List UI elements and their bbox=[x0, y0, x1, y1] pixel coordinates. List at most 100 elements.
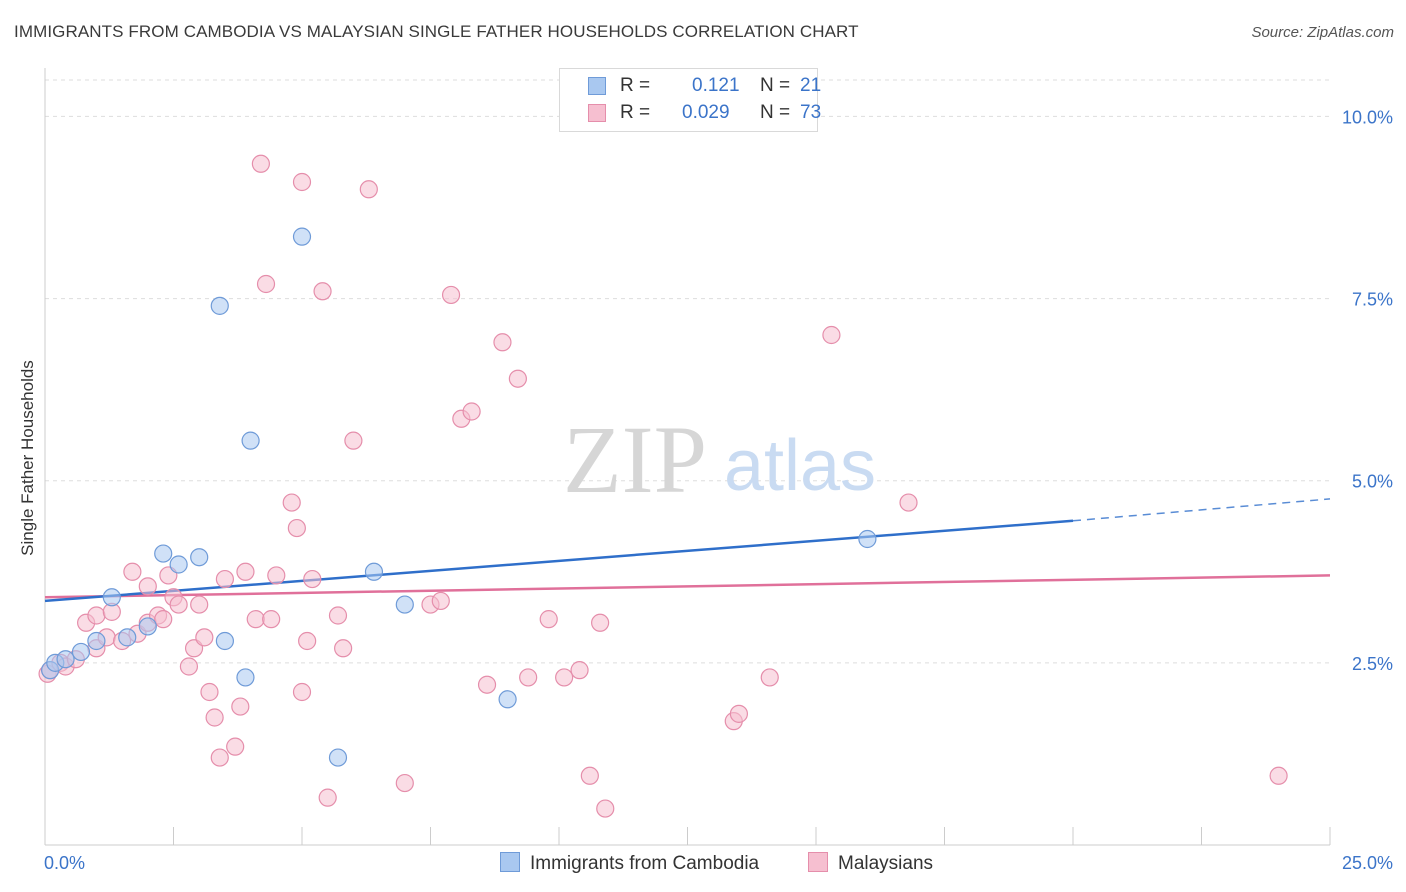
malaysians-point bbox=[493, 333, 512, 352]
malaysians-point bbox=[441, 285, 461, 305]
legend-r-value: 0.121 bbox=[692, 75, 740, 96]
malaysians-point bbox=[169, 595, 188, 614]
cambodia-point bbox=[241, 431, 260, 450]
malaysians-point bbox=[226, 737, 245, 756]
legend-r-key: R = bbox=[620, 75, 651, 96]
malaysians-point bbox=[313, 282, 332, 301]
cambodia-trend-line bbox=[44, 519, 1074, 603]
malaysians-point bbox=[359, 180, 378, 199]
malaysians-point bbox=[344, 431, 363, 450]
legend-swatch-blue bbox=[588, 77, 606, 95]
cambodia-trend-extension bbox=[1072, 498, 1331, 522]
cambodia-point bbox=[215, 631, 234, 651]
legend-swatch-pink bbox=[588, 104, 606, 122]
bottom-legend-label-malaysians: Malaysians bbox=[838, 853, 934, 874]
legend-n-key: N = bbox=[760, 102, 791, 123]
malaysians-point bbox=[760, 668, 779, 687]
malaysians-point bbox=[262, 610, 281, 629]
malaysians-point bbox=[231, 697, 250, 716]
trend-lines bbox=[44, 498, 1331, 603]
malaysians-point bbox=[154, 610, 173, 629]
cambodia-point bbox=[364, 562, 384, 581]
cambodia-point bbox=[154, 544, 173, 563]
watermark: ZIP atlas bbox=[563, 406, 876, 513]
axes bbox=[44, 68, 1331, 846]
malaysians-point bbox=[328, 606, 348, 625]
legend-r-value: 0.029 bbox=[682, 102, 730, 123]
malaysians-point bbox=[200, 682, 219, 702]
malaysians-point bbox=[236, 562, 255, 581]
x-tick-label-min: 0.0% bbox=[44, 853, 85, 873]
cambodia-point bbox=[190, 548, 209, 567]
bottom-legend-malaysians: Malaysians bbox=[808, 852, 933, 875]
tick-labels: 2.5% 5.0% 7.5% 10.0% 0.0% 25.0% bbox=[44, 107, 1393, 873]
malaysians-point bbox=[462, 402, 481, 421]
legend-r-key: R = bbox=[620, 102, 651, 123]
malaysians-point bbox=[251, 154, 270, 173]
watermark-zip: ZIP bbox=[563, 406, 707, 513]
malaysians-point bbox=[287, 518, 306, 538]
malaysians-point bbox=[539, 610, 558, 629]
cambodia-point bbox=[102, 588, 121, 607]
cambodia-point bbox=[236, 668, 255, 687]
malaysians-point bbox=[431, 591, 450, 611]
cambodia-point bbox=[498, 690, 517, 709]
malaysians-point bbox=[292, 172, 312, 192]
bottom-legend-cambodia: Immigrants from Cambodia bbox=[500, 852, 759, 875]
legend-n-value: 21 bbox=[800, 75, 822, 96]
malaysians-point bbox=[87, 606, 106, 625]
cambodia-point bbox=[858, 529, 877, 549]
cambodia-point bbox=[395, 595, 414, 614]
bottom-legend-swatch-blue bbox=[500, 852, 520, 872]
malaysians-point bbox=[580, 766, 599, 785]
y-axis-label: Single Father Households bbox=[18, 360, 37, 556]
malaysians-point bbox=[477, 675, 497, 694]
malaysians-point bbox=[292, 682, 312, 702]
legend-n-value: 73 bbox=[800, 102, 822, 123]
chart-title: IMMIGRANTS FROM CAMBODIA VS MALAYSIAN SI… bbox=[14, 22, 859, 41]
bottom-legend-label-cambodia: Immigrants from Cambodia bbox=[530, 853, 760, 874]
malaysians-point bbox=[596, 799, 615, 818]
malaysians-point bbox=[195, 628, 214, 647]
malaysians-point bbox=[179, 657, 199, 676]
malaysians-point bbox=[508, 369, 527, 388]
malaysians-point bbox=[282, 493, 301, 512]
y-tick-label: 5.0% bbox=[1352, 472, 1393, 492]
malaysians-point bbox=[138, 577, 157, 596]
malaysians-point bbox=[215, 569, 234, 589]
malaysians-point bbox=[570, 661, 589, 680]
malaysians-point bbox=[256, 274, 276, 294]
y-tick-label: 2.5% bbox=[1352, 654, 1393, 674]
legend-n-key: N = bbox=[760, 75, 791, 96]
malaysians-point bbox=[303, 569, 322, 589]
malaysians-point bbox=[318, 788, 337, 807]
cambodia-point bbox=[71, 642, 91, 662]
malaysians-point bbox=[729, 704, 749, 723]
cambodia-point bbox=[56, 650, 75, 669]
cambodia-point bbox=[328, 748, 348, 767]
malaysians-point bbox=[267, 566, 286, 585]
malaysians-point bbox=[210, 748, 229, 767]
malaysians-point bbox=[1269, 766, 1288, 785]
malaysians-trend-line bbox=[44, 574, 1331, 599]
malaysians-point bbox=[555, 668, 574, 687]
correlation-legend: R = 0.121 N = 21 R = 0.029 N = 73 bbox=[559, 68, 822, 132]
cambodia-point bbox=[138, 617, 157, 636]
data-points bbox=[38, 154, 1288, 818]
malaysians-point bbox=[519, 668, 538, 687]
bottom-legend-swatch-pink bbox=[808, 852, 828, 872]
malaysians-point bbox=[395, 773, 414, 793]
source-label: Source: ZipAtlas.com bbox=[1251, 24, 1394, 41]
x-tick-label-max: 25.0% bbox=[1342, 853, 1393, 873]
cambodia-point bbox=[87, 631, 106, 651]
cambodia-point bbox=[118, 628, 137, 647]
malaysians-point bbox=[298, 631, 317, 651]
malaysians-point bbox=[246, 610, 265, 629]
y-tick-label: 10.0% bbox=[1342, 107, 1393, 127]
malaysians-point bbox=[123, 562, 142, 581]
cambodia-point bbox=[169, 555, 188, 574]
malaysians-point bbox=[591, 613, 610, 632]
y-tick-label: 7.5% bbox=[1352, 290, 1393, 310]
cambodia-point bbox=[210, 296, 229, 315]
